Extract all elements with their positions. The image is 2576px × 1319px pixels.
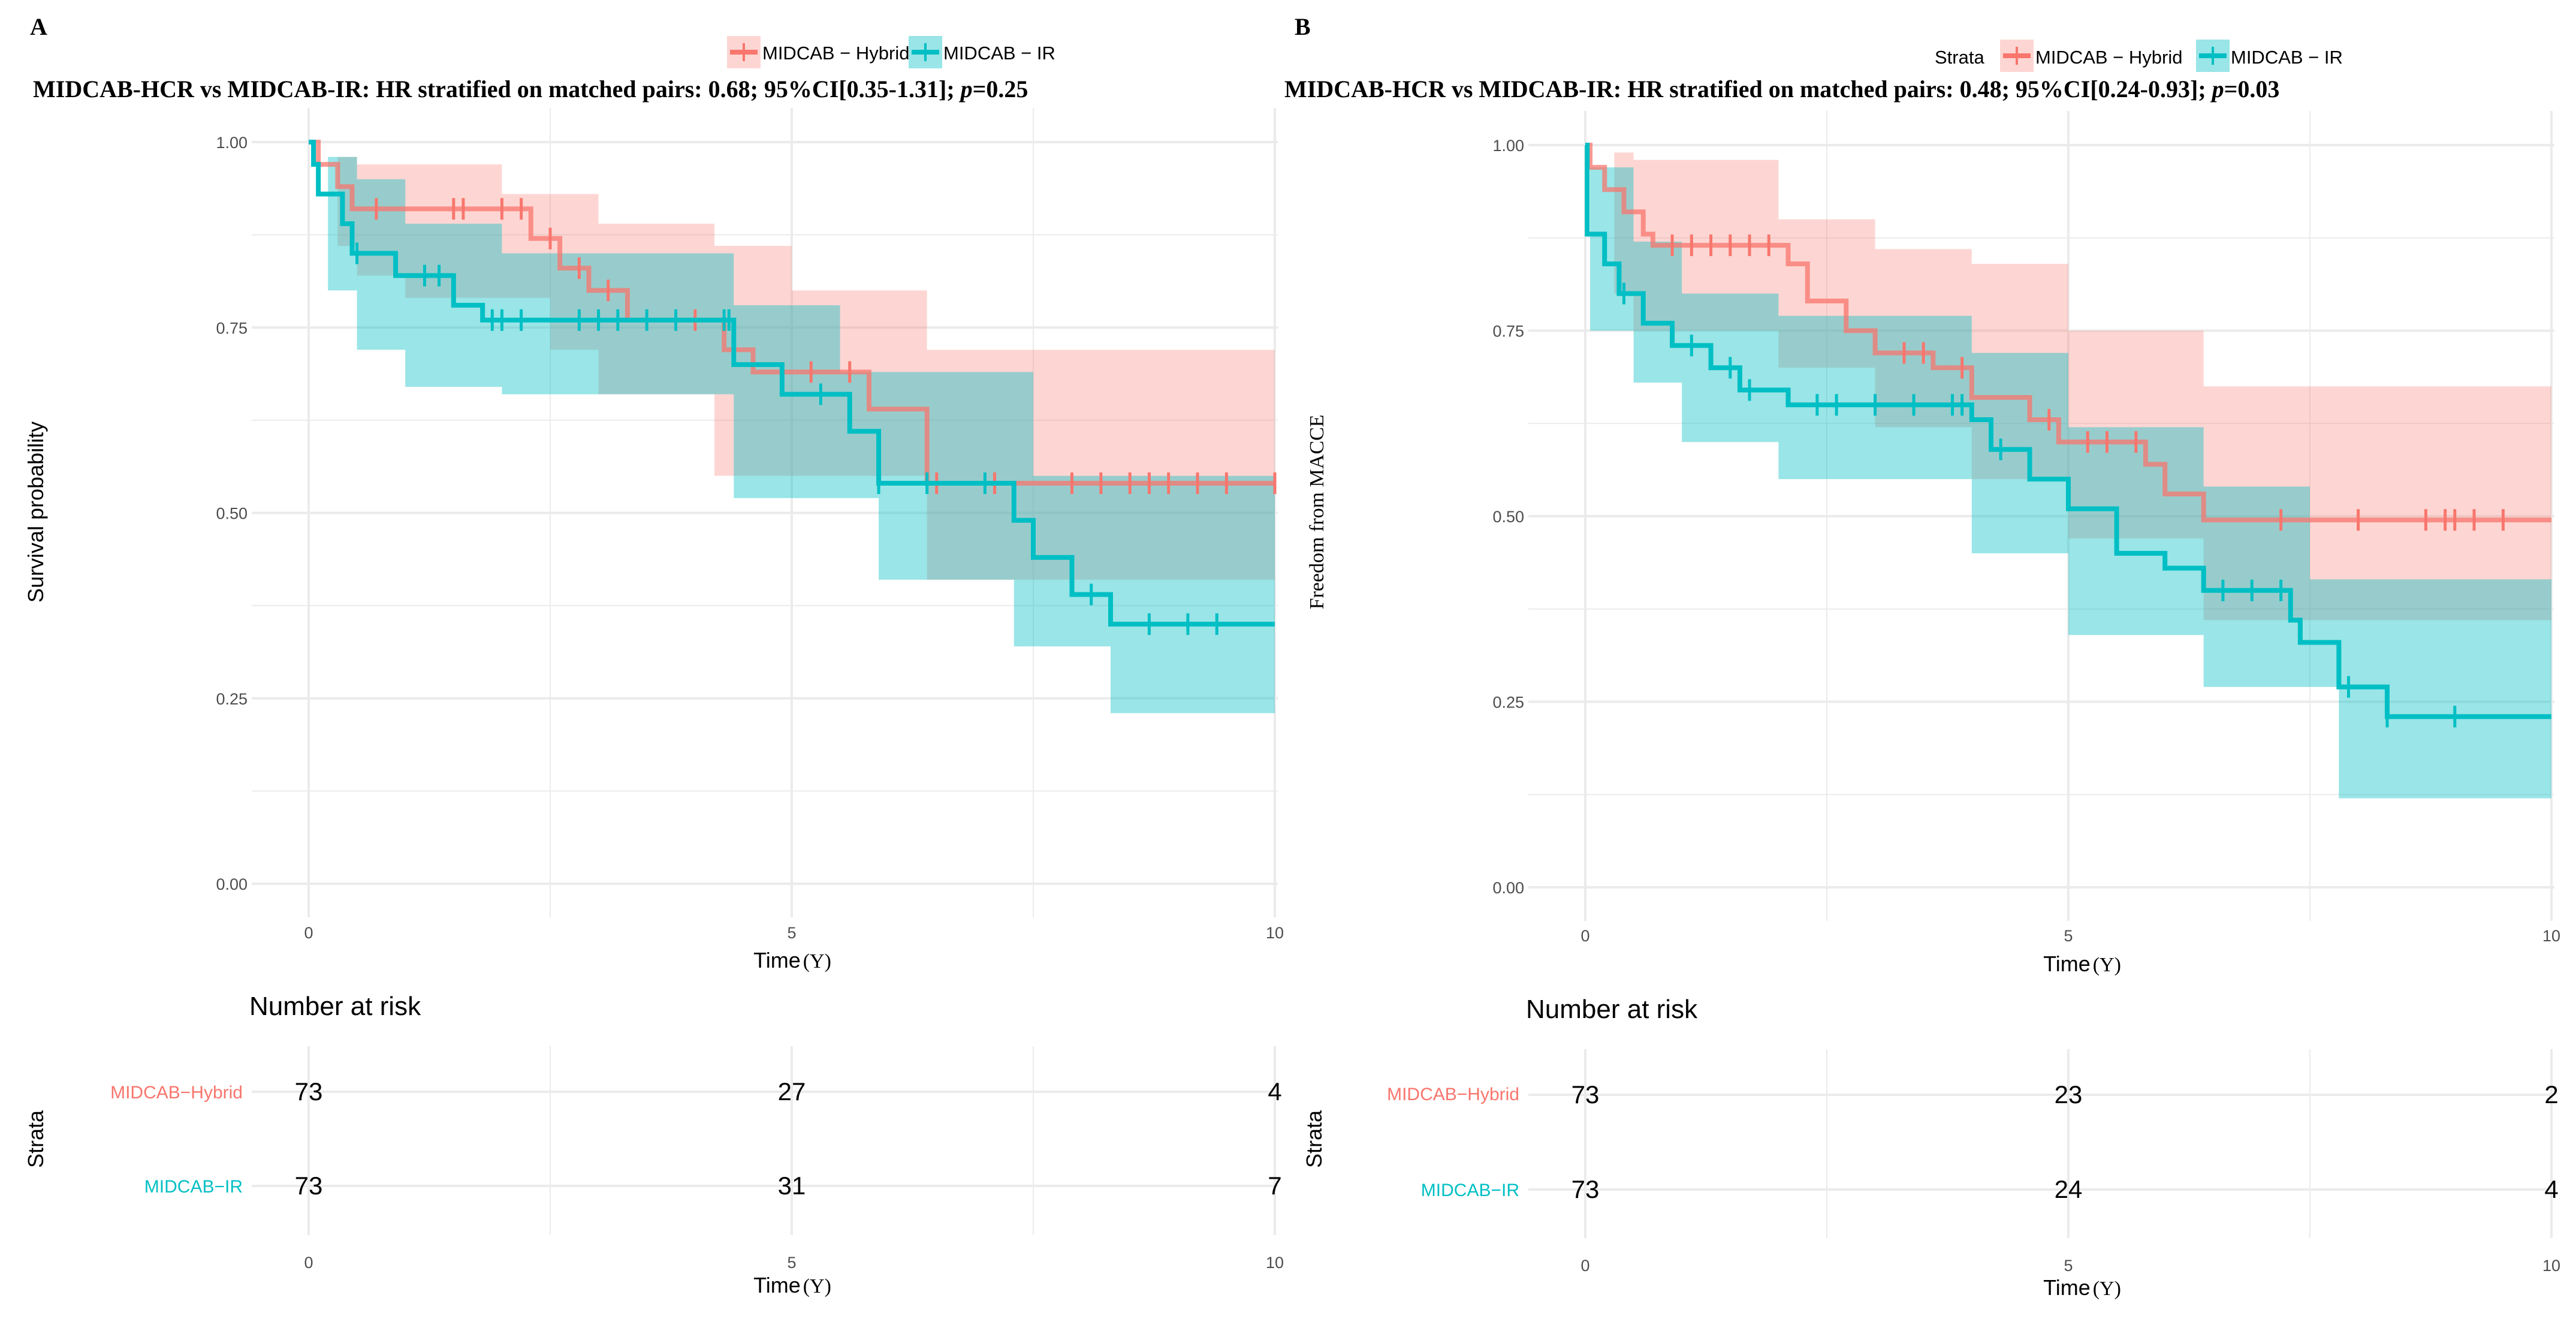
y-tick-label: 1.00 (1492, 137, 1524, 155)
risk-table-values: 73 27 4 73 31 7 0 5 10 (295, 1077, 1284, 1272)
risk-value: 73 (1571, 1080, 1600, 1109)
title-pval: =0.03 (2224, 76, 2280, 103)
legend: Strata MIDCAB − Hybrid MIDCAB − IR (1935, 40, 2343, 72)
x-tick-label: 10 (1266, 924, 1284, 942)
x-axis-label-text: Time (753, 948, 801, 972)
legend-title: Strata (1935, 47, 1984, 68)
risk-x-axis-label: Time (Y) (2043, 1275, 2121, 1300)
risk-row-label-hybrid: MIDCAB−Hybrid (110, 1083, 243, 1103)
risk-value: 31 (778, 1172, 806, 1200)
x-tick-label: 10 (2542, 927, 2560, 945)
risk-x-tick-label: 5 (2064, 1257, 2073, 1275)
km-curve-hybrid (1585, 143, 2551, 523)
risk-x-axis-label: Time (Y) (753, 1273, 831, 1297)
risk-x-unit: (Y) (803, 1275, 831, 1297)
km-curve-ir (309, 140, 1275, 627)
legend-label-hybrid: MIDCAB − Hybrid (762, 43, 909, 64)
y-tick-label: 0.00 (1492, 879, 1524, 897)
x-tick-label: 5 (787, 924, 796, 942)
risk-value: 2 (2544, 1080, 2558, 1109)
risk-table-ylabel: Strata (23, 1110, 48, 1168)
risk-table-ylabel: Strata (1302, 1110, 1326, 1168)
x-tick-label: 0 (1580, 927, 1589, 945)
y-tick-label: 0.50 (1492, 508, 1524, 526)
x-axis-unit: (Y) (803, 950, 831, 972)
risk-value: 4 (1268, 1077, 1281, 1106)
x-tick-label: 5 (2064, 927, 2073, 945)
risk-value: 73 (295, 1172, 323, 1200)
y-tick-label: 0.25 (1492, 694, 1524, 712)
y-tick-label: 0.75 (1492, 323, 1524, 341)
risk-table-grid (252, 1046, 1278, 1235)
risk-x-tick-label: 5 (787, 1254, 796, 1272)
y-tick-label: 0.75 (216, 319, 248, 337)
axis-ticks: 0.00 0.25 0.50 0.75 1.00 0 5 10 (1492, 137, 2560, 945)
km-curve-hybrid (309, 140, 1275, 486)
y-tick-label: 0.00 (216, 875, 248, 893)
ci-band-hybrid (1585, 145, 2551, 621)
risk-x-label-text: Time (2043, 1275, 2091, 1300)
risk-table-title: Number at risk (1526, 995, 1698, 1024)
x-tick-label: 0 (304, 924, 313, 942)
risk-value: 73 (1571, 1175, 1600, 1203)
x-axis-unit: (Y) (2093, 954, 2121, 976)
legend-label-ir: MIDCAB − IR (943, 43, 1055, 64)
ci-band-hybrid (309, 142, 1275, 580)
risk-value: 7 (1268, 1172, 1281, 1200)
risk-row-label-hybrid: MIDCAB−Hybrid (1387, 1085, 1519, 1104)
y-tick-label: 1.00 (216, 134, 248, 152)
plot-grid (1528, 111, 2554, 921)
title-p: p (959, 76, 973, 103)
risk-row-label-ir: MIDCAB−IR (144, 1177, 243, 1197)
plot-title: MIDCAB-HCR vs MIDCAB-IR: HR stratified o… (1284, 76, 2279, 103)
panel-label: A (30, 13, 47, 40)
x-axis-label-text: Time (2043, 951, 2091, 976)
risk-value: 23 (2055, 1080, 2083, 1109)
risk-x-tick-label: 10 (1266, 1254, 1284, 1272)
risk-x-tick-label: 0 (1580, 1257, 1589, 1275)
risk-row-label-ir: MIDCAB−IR (1421, 1181, 1519, 1200)
title-main: MIDCAB-HCR vs MIDCAB-IR: HR stratified o… (1284, 76, 2212, 103)
risk-value: 4 (2544, 1175, 2558, 1203)
plot-title: MIDCAB-HCR vs MIDCAB-IR: HR stratified o… (33, 76, 1028, 103)
title-p: p (2210, 76, 2224, 103)
risk-table-values: 73 23 2 73 24 4 0 5 10 (1571, 1080, 2560, 1275)
y-tick-label: 0.50 (216, 505, 248, 523)
y-axis-label: Freedom from MACCE (1306, 415, 1328, 610)
risk-x-tick-label: 0 (304, 1254, 313, 1272)
x-axis-label: Time (Y) (753, 948, 831, 972)
legend-label-hybrid: MIDCAB − Hybrid (2035, 47, 2182, 68)
risk-x-unit: (Y) (2093, 1278, 2121, 1300)
title-pval: =0.25 (973, 76, 1028, 103)
ci-band-ir (1585, 145, 2551, 799)
risk-x-tick-label: 10 (2542, 1257, 2560, 1275)
km-curve-ir (1585, 143, 2551, 719)
risk-value: 27 (778, 1077, 806, 1106)
ci-band-ir (309, 142, 1275, 713)
risk-table-grid (1528, 1049, 2554, 1238)
y-tick-label: 0.25 (216, 690, 248, 708)
panel-label: B (1295, 13, 1311, 40)
risk-value: 73 (295, 1077, 323, 1106)
x-axis-label: Time (Y) (2043, 951, 2121, 976)
risk-x-label-text: Time (753, 1273, 801, 1297)
y-axis-label: Survival probability (23, 421, 48, 603)
ci-bands (1585, 145, 2551, 799)
panel-a: 0.00 0.25 0.50 0.75 1.00 0 5 10 A MIDCAB-HCR vs… (23, 13, 1284, 1297)
risk-value: 24 (2055, 1175, 2083, 1203)
panel-b: 0.00 0.25 0.50 0.75 1.00 0 5 10 B MIDCAB-HCR vs… (1284, 13, 2560, 1300)
legend: MIDCAB − Hybrid MIDCAB − IR (727, 36, 1055, 68)
title-main: MIDCAB-HCR vs MIDCAB-IR: HR stratified o… (33, 76, 961, 103)
km-curves (309, 140, 1277, 636)
risk-table-title: Number at risk (249, 992, 421, 1021)
legend-label-ir: MIDCAB − IR (2231, 47, 2343, 68)
ci-bands (309, 142, 1275, 713)
km-curves (1585, 143, 2551, 728)
axis-ticks: 0.00 0.25 0.50 0.75 1.00 0 5 10 (216, 134, 1284, 942)
